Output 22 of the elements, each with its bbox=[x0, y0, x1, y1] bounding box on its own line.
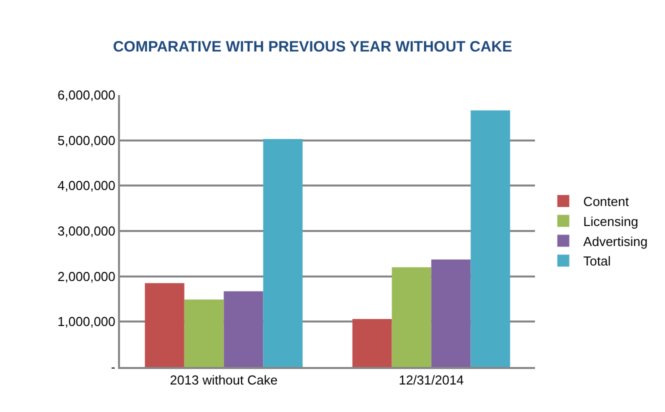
legend-label: Advertising bbox=[583, 234, 648, 249]
bar bbox=[184, 299, 224, 367]
y-tick-label: - bbox=[111, 360, 116, 375]
bar bbox=[431, 260, 471, 367]
x-tick-label: 12/31/2014 bbox=[398, 372, 464, 388]
bar bbox=[224, 291, 264, 367]
bar bbox=[144, 283, 184, 367]
y-tick-label: 5,000,000 bbox=[58, 132, 116, 148]
bar bbox=[470, 110, 510, 367]
chart-title: COMPARATIVE WITH PREVIOUS YEAR WITHOUT CAKE bbox=[112, 38, 512, 56]
x-tick-label: 2013 without Cake bbox=[170, 372, 278, 388]
bar bbox=[352, 318, 392, 367]
y-tick-label: 2,000,000 bbox=[58, 268, 116, 284]
y-tick-label: 3,000,000 bbox=[58, 224, 116, 239]
legend-label: Total bbox=[583, 254, 611, 269]
y-tick-label: 1,000,000 bbox=[58, 314, 116, 330]
y-tick-label: 6,000,000 bbox=[58, 88, 116, 103]
legend-label: Licensing bbox=[583, 214, 638, 229]
y-tick-label: 4,000,000 bbox=[58, 178, 116, 194]
bar bbox=[263, 138, 303, 367]
legend-label: Content bbox=[583, 194, 630, 210]
bar bbox=[392, 267, 432, 367]
